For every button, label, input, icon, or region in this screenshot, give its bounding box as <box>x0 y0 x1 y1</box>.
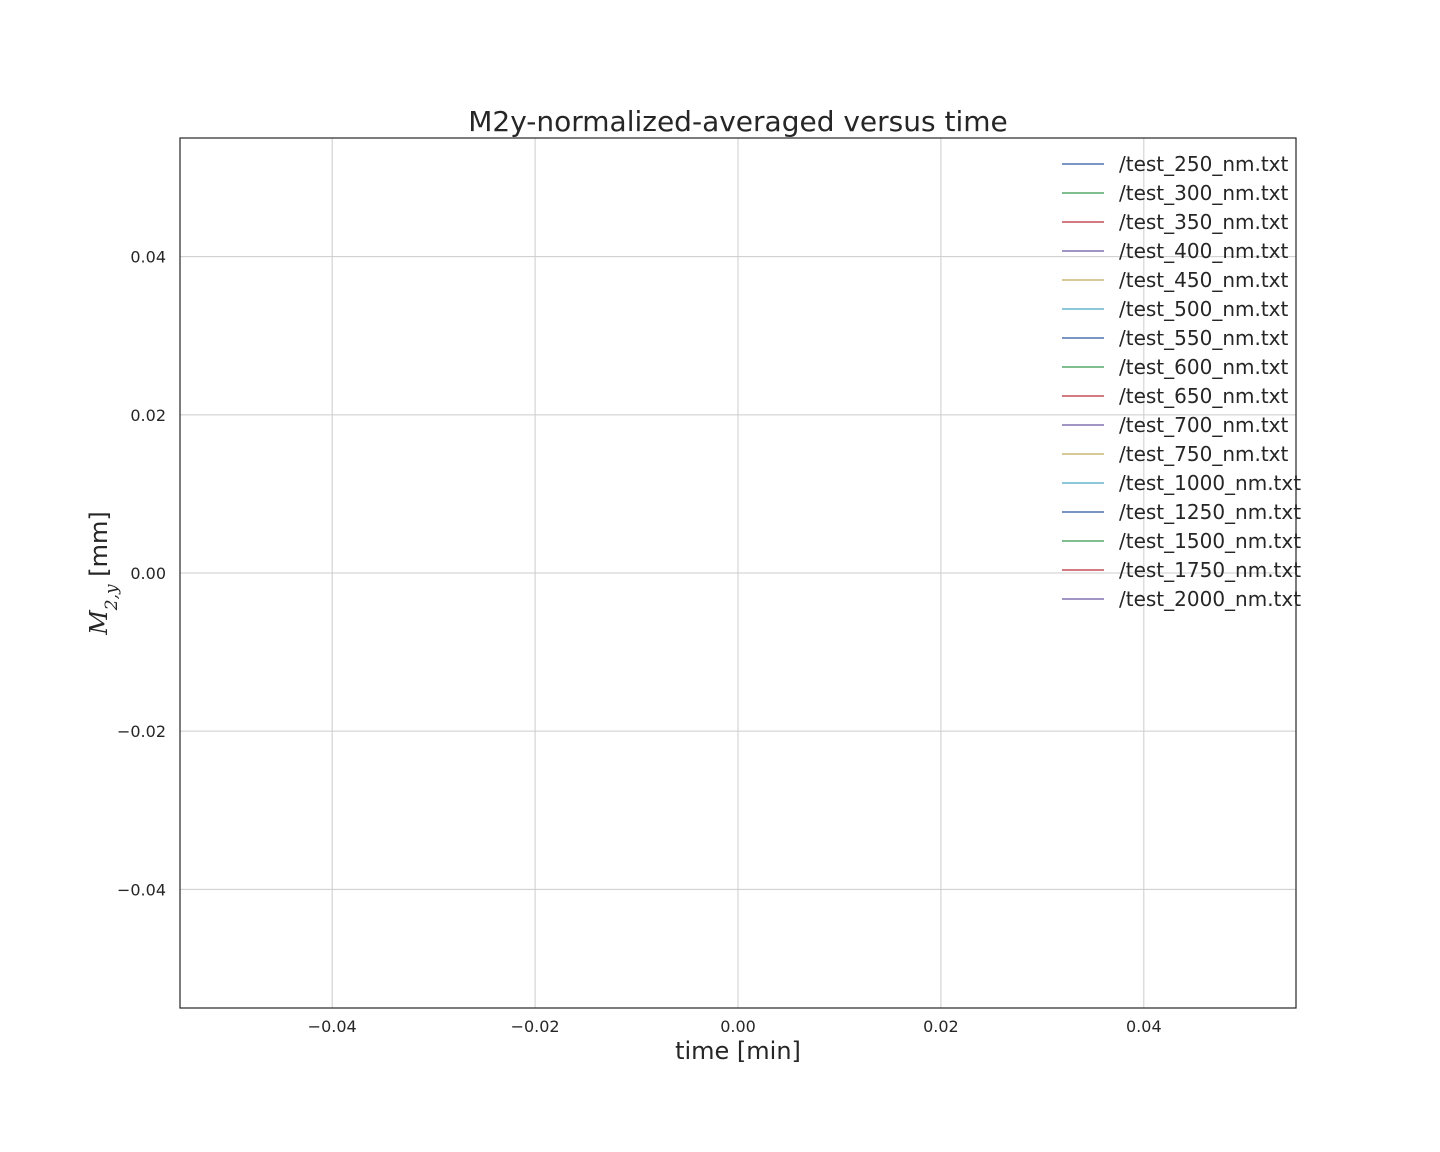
legend-entry: /test_600_nm.txt <box>1062 355 1289 379</box>
legend-label: /test_1750_nm.txt <box>1119 558 1301 582</box>
legend-entry: /test_1000_nm.txt <box>1062 471 1301 495</box>
legend-entry: /test_1500_nm.txt <box>1062 529 1301 553</box>
legend-label: /test_250_nm.txt <box>1119 152 1289 176</box>
legend-entry: /test_550_nm.txt <box>1062 326 1289 350</box>
legend-label: /test_300_nm.txt <box>1119 181 1289 205</box>
x-tick-label: 0.02 <box>923 1017 959 1036</box>
legend-entry: /test_1750_nm.txt <box>1062 558 1301 582</box>
legend-label: /test_550_nm.txt <box>1119 326 1289 350</box>
legend-entry: /test_400_nm.txt <box>1062 239 1289 263</box>
legend-label: /test_1000_nm.txt <box>1119 471 1301 495</box>
y-axis-unit: [mm] <box>85 511 113 584</box>
y-tick-label: −0.02 <box>117 722 166 741</box>
legend-label: /test_450_nm.txt <box>1119 268 1289 292</box>
legend-entry: /test_500_nm.txt <box>1062 297 1289 321</box>
chart-title: M2y-normalized-averaged versus time <box>468 105 1008 138</box>
legend-label: /test_750_nm.txt <box>1119 442 1289 466</box>
legend-entry: /test_250_nm.txt <box>1062 152 1289 176</box>
legend-label: /test_650_nm.txt <box>1119 384 1289 408</box>
legend-label: /test_600_nm.txt <box>1119 355 1289 379</box>
legend-entry: /test_1250_nm.txt <box>1062 500 1301 524</box>
legend-entry: /test_450_nm.txt <box>1062 268 1289 292</box>
y-tick-label: 0.04 <box>130 248 166 267</box>
y-axis-title: M2,y [mm] <box>85 511 122 636</box>
legend-entry: /test_700_nm.txt <box>1062 413 1289 437</box>
grid-y <box>180 256 1296 890</box>
legend-label: /test_2000_nm.txt <box>1119 587 1301 611</box>
legend-label: /test_700_nm.txt <box>1119 413 1289 437</box>
x-tick-label: −0.02 <box>511 1017 560 1036</box>
x-ticks: −0.04 −0.02 0.00 0.02 0.04 <box>308 1017 1162 1036</box>
legend-label: /test_500_nm.txt <box>1119 297 1289 321</box>
legend-entry: /test_300_nm.txt <box>1062 181 1289 205</box>
legend-entry: /test_750_nm.txt <box>1062 442 1289 466</box>
plot-area <box>179 137 1297 1009</box>
plot-frame <box>179 137 1297 1009</box>
legend-entry: /test_350_nm.txt <box>1062 210 1289 234</box>
y-axis-symbol: M <box>85 609 113 636</box>
legend-label: /test_1250_nm.txt <box>1119 500 1301 524</box>
legend-label: /test_350_nm.txt <box>1119 210 1289 234</box>
x-tick-label: 0.04 <box>1126 1017 1162 1036</box>
legend: /test_250_nm.txt/test_300_nm.txt/test_35… <box>1062 152 1301 611</box>
legend-entry: /test_650_nm.txt <box>1062 384 1289 408</box>
x-tick-label: 0.00 <box>720 1017 756 1036</box>
legend-label: /test_1500_nm.txt <box>1119 529 1301 553</box>
x-tick-label: −0.04 <box>308 1017 357 1036</box>
y-axis-subscript: 2,y <box>102 584 122 611</box>
legend-label: /test_400_nm.txt <box>1119 239 1289 263</box>
y-tick-label: 0.00 <box>130 564 166 583</box>
x-axis-title: time [min] <box>675 1037 801 1065</box>
y-tick-label: −0.04 <box>117 880 166 899</box>
y-tick-label: 0.02 <box>130 406 166 425</box>
legend-entry: /test_2000_nm.txt <box>1062 587 1301 611</box>
y-ticks: −0.04 −0.02 0.00 0.02 0.04 <box>117 248 166 900</box>
